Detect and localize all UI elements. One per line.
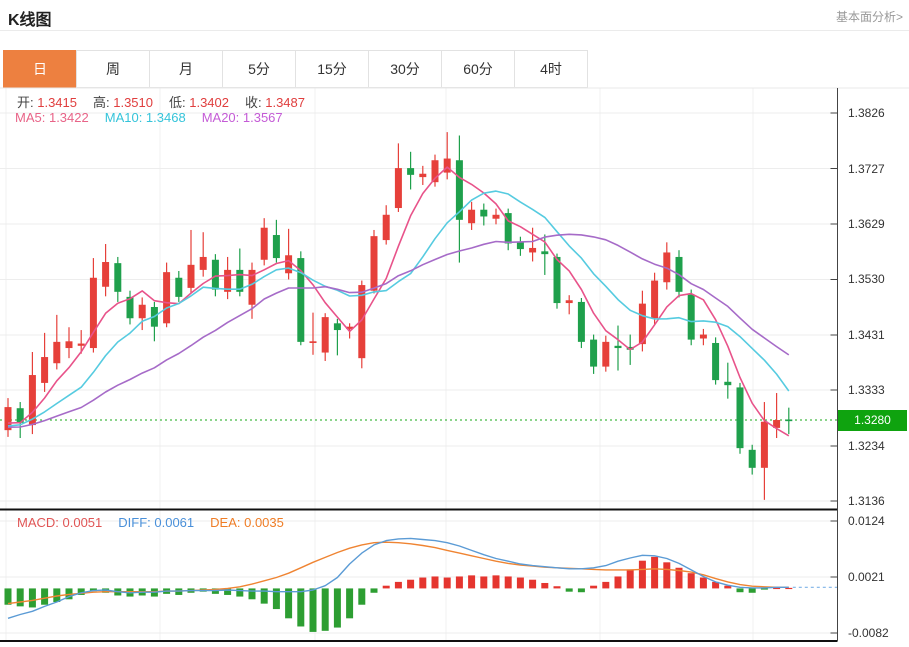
readout-diff: DIFF: 0.0061 (118, 515, 195, 530)
readout-ma5: MA5: 1.3422 (15, 110, 89, 125)
header-divider (0, 30, 909, 31)
fundamental-analysis-link[interactable]: 基本面分析> (835, 10, 903, 24)
price-axis-label: 1.3727 (848, 161, 885, 176)
readout-ma20: MA20: 1.3567 (201, 110, 283, 125)
price-axis-label: 1.3629 (848, 216, 885, 231)
ma-readout: MA5: 1.3422 MA10: 1.3468 MA20: 1.3567 (15, 110, 299, 125)
tab-5分[interactable]: 5分 (222, 50, 296, 88)
tab-bar: 日周月 5分 15分 30分 60分 4时 (3, 50, 588, 88)
page-title: K线图 (8, 12, 52, 29)
current-price-tag: 1.3280 (838, 409, 907, 431)
price-axis-label: 1.3333 (848, 383, 885, 398)
macd-axis-label: -0.0082 (848, 626, 889, 640)
price-axis-label: 1.3234 (848, 438, 885, 453)
readout-macd: MACD: 0.0051 (17, 515, 103, 530)
tab-60分[interactable]: 60分 (441, 50, 515, 88)
readout-close: 收: 1.3487 (245, 95, 305, 110)
macd-axis-label: 0.0124 (848, 514, 885, 528)
tab-月[interactable]: 月 (149, 50, 223, 88)
price-axis-label: 1.3136 (848, 494, 885, 508)
macd-axis-label: 0.0021 (848, 570, 885, 584)
readout-dea: DEA: 0.0035 (210, 515, 284, 530)
readout-open: 开: 1.3415 (17, 95, 77, 110)
tab-日[interactable]: 日 (3, 50, 77, 88)
price-axis-label: 1.3826 (848, 106, 885, 120)
price-axis-label: 1.3530 (848, 272, 885, 287)
readout-high: 高: 1.3510 (93, 95, 153, 110)
tab-30分[interactable]: 30分 (368, 50, 442, 88)
macd-readout: MACD: 0.0051 DIFF: 0.0061 DEA: 0.0035 (17, 515, 300, 530)
readout-low: 低: 1.3402 (169, 95, 229, 110)
price-axis-label: 1.3431 (848, 328, 885, 343)
tab-15分[interactable]: 15分 (295, 50, 369, 88)
readout-ma10: MA10: 1.3468 (104, 110, 186, 125)
ohlc-readout: 开: 1.3415 高: 1.3510 低: 1.3402 收: 1.3487 (17, 92, 321, 111)
